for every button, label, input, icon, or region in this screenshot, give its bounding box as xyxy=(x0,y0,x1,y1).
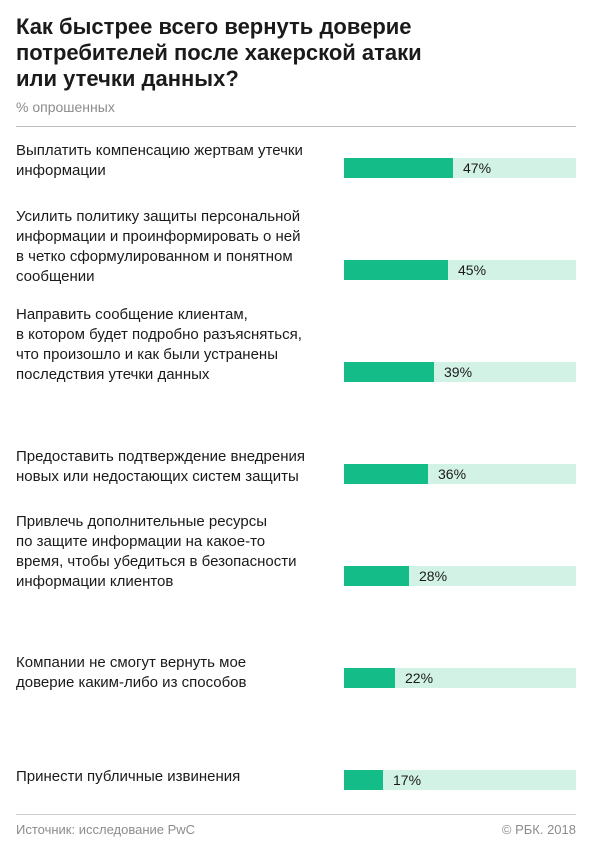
bar xyxy=(344,260,448,280)
category-label: Усилить политику защиты персональной инф… xyxy=(16,208,301,285)
chart-subtitle: % опрошенных xyxy=(16,99,115,115)
source-note: Источник: исследование PwC xyxy=(16,822,196,837)
bar xyxy=(344,464,428,484)
bar-track: 47% xyxy=(344,158,576,178)
bar xyxy=(344,668,395,688)
bar-value-label: 39% xyxy=(444,364,473,380)
bar-track: 45% xyxy=(344,260,576,280)
bar-track: 28% xyxy=(344,566,576,586)
category-label: Принести публичные извинения xyxy=(16,768,241,785)
category-label: Направить сообщение клиентам, в котором … xyxy=(16,306,302,383)
category-label: Компании не смогут вернуть мое доверие к… xyxy=(16,654,247,691)
bar xyxy=(344,770,383,790)
bar-track: 36% xyxy=(344,464,576,484)
bar-value-label: 28% xyxy=(419,568,448,584)
category-label: Выплатить компенсацию жертвам утечки инф… xyxy=(16,142,303,179)
category-label: Привлечь дополнительные ресурсы по защит… xyxy=(16,513,297,590)
bar-value-label: 47% xyxy=(463,160,492,176)
bar-track: 17% xyxy=(344,770,576,790)
bar xyxy=(344,158,453,178)
bar-value-label: 17% xyxy=(393,772,422,788)
bar-value-label: 22% xyxy=(405,670,434,686)
bar-value-label: 36% xyxy=(438,466,467,482)
bottom-divider xyxy=(16,814,576,815)
chart-title: Как быстрее всего вернуть доверие потреб… xyxy=(16,14,422,91)
bar xyxy=(344,566,409,586)
copyright-note: © РБК. 2018 xyxy=(501,822,576,837)
category-label: Предоставить подтверждение внедрения нов… xyxy=(16,448,306,485)
bar xyxy=(344,362,434,382)
bar-track: 39% xyxy=(344,362,576,382)
top-divider xyxy=(16,126,576,127)
bar-value-label: 45% xyxy=(458,262,487,278)
bar-track: 22% xyxy=(344,668,576,688)
